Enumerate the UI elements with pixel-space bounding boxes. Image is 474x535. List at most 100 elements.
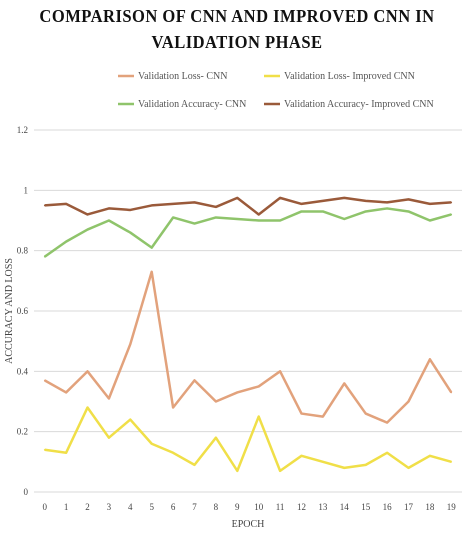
data-point: [108, 207, 110, 210]
legend-entry: Validation Loss- CNN: [138, 71, 227, 82]
data-point: [129, 418, 132, 421]
x-axis-label: EPOCH: [232, 519, 265, 530]
y-axis-label: ACCURACY AND LOSS: [4, 258, 15, 364]
x-tick-label: 17: [404, 502, 414, 512]
data-point: [215, 216, 217, 219]
legend-entry: Validation Accuracy- CNN: [138, 99, 246, 110]
data-point: [215, 400, 217, 403]
data-point: [300, 203, 303, 205]
data-point: [257, 219, 260, 222]
data-point: [65, 203, 67, 205]
x-tick-label: 18: [425, 502, 435, 512]
data-point: [236, 218, 239, 220]
data-point: [386, 201, 388, 204]
data-point: [108, 397, 110, 400]
data-point: [257, 415, 260, 418]
data-point: [450, 461, 453, 463]
data-point: [343, 197, 346, 199]
x-tick-label: 3: [107, 502, 112, 512]
data-point: [257, 385, 260, 388]
x-tick-label: 5: [149, 502, 154, 512]
data-point: [300, 412, 303, 415]
data-point: [407, 400, 410, 403]
x-tick-label: 11: [276, 502, 285, 512]
data-point: [407, 467, 410, 469]
x-tick-label: 0: [42, 502, 47, 512]
data-point: [129, 209, 132, 211]
data-point: [193, 201, 196, 204]
data-point: [86, 213, 89, 216]
chart-title-line-2: VALIDATION PHASE: [151, 32, 323, 52]
data-point: [172, 216, 174, 219]
x-tick-label: 13: [318, 502, 328, 512]
data-point: [429, 358, 431, 361]
data-point: [129, 231, 132, 234]
data-point: [193, 222, 196, 225]
x-tick-label: 7: [192, 502, 197, 512]
x-tick-label: 14: [340, 502, 350, 512]
x-tick-label: 12: [297, 502, 306, 512]
data-point: [86, 406, 89, 409]
data-point: [108, 219, 110, 222]
data-point: [215, 436, 217, 439]
data-point: [429, 219, 431, 222]
data-point: [450, 201, 453, 204]
data-point: [429, 455, 431, 457]
series-line: [44, 196, 452, 216]
data-point: [236, 197, 239, 199]
data-point: [65, 240, 67, 243]
data-point: [43, 448, 46, 451]
data-point: [322, 461, 324, 463]
data-point: [386, 451, 388, 454]
data-point: [150, 246, 153, 249]
data-point: [322, 200, 324, 202]
x-tick-label: 10: [254, 502, 264, 512]
chart-title-line-1: COMPARISON OF CNN AND IMPROVED CNN IN: [39, 6, 435, 26]
data-point: [300, 455, 303, 457]
data-point: [386, 207, 388, 210]
data-point: [86, 228, 89, 231]
legend-entry: Validation Accuracy- Improved CNN: [284, 99, 434, 110]
data-point: [236, 470, 239, 472]
data-point: [86, 370, 89, 373]
y-tick-label: 0.2: [17, 427, 28, 437]
y-tick-label: 0.6: [17, 306, 29, 316]
data-point: [193, 379, 196, 382]
data-point: [279, 197, 281, 199]
data-point: [343, 218, 346, 220]
data-point: [129, 343, 132, 345]
series-line: [44, 270, 453, 424]
data-point: [364, 210, 367, 213]
x-tick-label: 6: [171, 502, 176, 512]
data-point: [279, 370, 281, 373]
y-tick-label: 0.4: [17, 366, 29, 376]
data-point: [322, 415, 324, 418]
series-line: [43, 207, 452, 258]
data-point: [364, 200, 367, 202]
data-point: [172, 203, 174, 205]
data-point: [407, 198, 410, 201]
data-point: [236, 391, 239, 394]
data-point: [43, 204, 46, 207]
legend-entry: Validation Loss- Improved CNN: [284, 71, 415, 82]
x-tick-label: 4: [128, 502, 133, 512]
y-tick-label: 1.2: [17, 125, 28, 135]
data-point: [450, 213, 453, 216]
x-tick-label: 8: [214, 502, 219, 512]
data-point: [43, 379, 46, 382]
data-point: [150, 204, 153, 207]
data-point: [193, 464, 196, 466]
data-point: [300, 210, 303, 213]
data-point: [172, 406, 174, 409]
data-point: [43, 255, 46, 258]
data-point: [322, 210, 324, 213]
data-point: [343, 467, 346, 469]
data-point: [65, 451, 67, 454]
data-point: [386, 421, 388, 424]
x-tick-label: 19: [447, 502, 457, 512]
x-tick-label: 2: [85, 502, 90, 512]
data-point: [343, 382, 346, 385]
data-point: [65, 391, 67, 394]
